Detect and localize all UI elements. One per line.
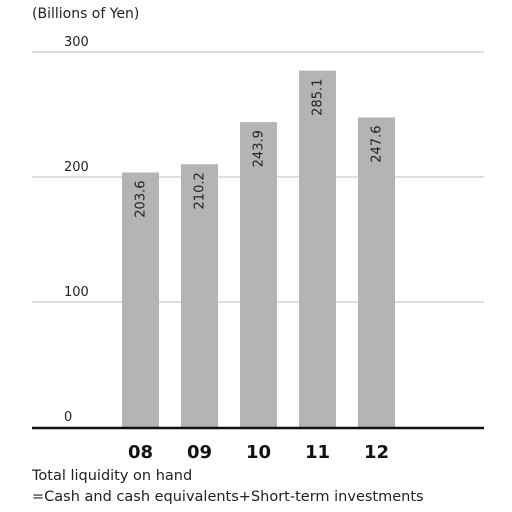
unit-label: (Billions of Yen): [32, 6, 140, 22]
y-tick-labels: 0 100 200 300: [64, 35, 89, 425]
value-label: 247.6: [370, 126, 385, 163]
y-tick-label: 300: [64, 35, 89, 50]
chart-notes: Total liquidity on hand =Cash and cash e…: [32, 466, 424, 508]
note-line-2: =Cash and cash equivalents+Short-term in…: [32, 489, 424, 505]
x-tick-label: 09: [187, 442, 212, 463]
value-label: 203.6: [134, 181, 149, 218]
x-tick-label: 11: [305, 442, 330, 463]
bar: [358, 117, 395, 427]
y-tick-label: 200: [64, 160, 89, 175]
x-tick-label: 08: [128, 442, 153, 463]
value-label: 285.1: [311, 79, 326, 116]
x-tick-label: 10: [246, 442, 271, 463]
value-labels: 203.6 210.2 243.9 285.1 247.6: [134, 79, 385, 218]
bar: [299, 70, 336, 427]
bar: [240, 122, 277, 427]
y-tick-label: 0: [64, 410, 72, 425]
bar: [122, 172, 159, 427]
x-tick-labels: 08 09 10 11 12: [128, 442, 389, 463]
note-line-1: Total liquidity on hand: [32, 468, 193, 484]
bar: [181, 164, 218, 427]
value-label: 243.9: [252, 130, 267, 167]
x-tick-label: 12: [364, 442, 389, 463]
y-tick-label: 100: [64, 285, 89, 300]
bars: [122, 70, 395, 427]
value-label: 210.2: [193, 172, 208, 209]
